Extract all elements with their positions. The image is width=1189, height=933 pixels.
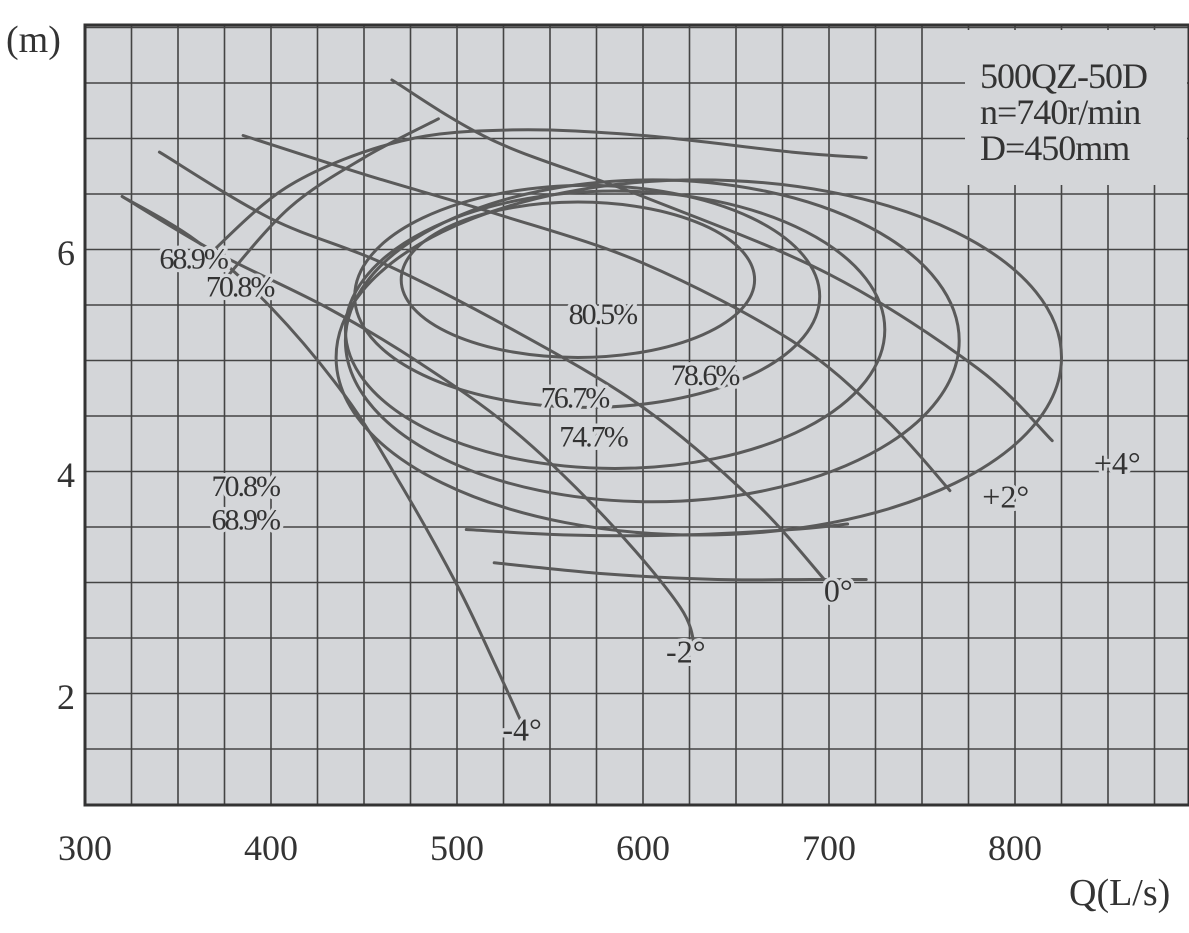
axis-ticks: 300 400 500 600 700 800 2 4 6 (57, 233, 1042, 868)
pump-speed: n=740r/min (980, 92, 1141, 132)
blade-angle-label: -2° (666, 634, 705, 670)
blade-angle-label: +4° (1094, 445, 1141, 481)
blade-angle-label: +2° (982, 478, 1029, 514)
blade-angle-curve (120, 195, 697, 654)
efficiency-branch (492, 561, 868, 582)
info-box (965, 30, 1187, 185)
efficiency-label: 80.5% (569, 298, 638, 331)
x-tick-label: 500 (430, 828, 484, 868)
efficiency-label: 68.9% (159, 243, 228, 276)
efficiency-label: 74.7% (559, 420, 628, 453)
x-tick-label: 400 (244, 828, 298, 868)
efficiency-label: 78.6% (671, 359, 740, 392)
efficiency-contour (399, 200, 757, 359)
blade-angle-curves (120, 78, 1054, 726)
efficiency-label: 68.9% (211, 504, 279, 537)
blade-angle-label: 0° (824, 573, 853, 609)
impeller-diameter: D=450mm (980, 128, 1130, 168)
y-axis-label: (m) (6, 19, 61, 61)
y-tick-label: 6 (57, 233, 75, 273)
efficiency-branches (204, 117, 868, 582)
efficiency-label: 76.7% (541, 381, 610, 414)
x-tick-label: 700 (802, 828, 856, 868)
y-tick-label: 4 (57, 455, 75, 495)
y-tick-label: 2 (57, 677, 75, 717)
x-tick-label: 300 (58, 828, 112, 868)
blade-angle-label: -4° (502, 711, 541, 747)
efficiency-label: 70.8% (206, 270, 275, 303)
pump-model: 500QZ-50D (980, 56, 1147, 96)
grid (85, 25, 1189, 805)
efficiency-label: 70.8% (211, 470, 279, 503)
blade-angle-curve (390, 78, 1054, 443)
blade-angle-curve (241, 134, 952, 493)
curve-labels: 80.5%78.6%76.7%74.7%70.8%68.9%68.9%70.8%… (156, 239, 1144, 751)
blade-angle-curve (157, 150, 831, 587)
efficiency-branch (464, 522, 850, 538)
efficiency-branch (204, 128, 868, 259)
plot-frame (83, 23, 1189, 807)
efficiency-branch (223, 117, 440, 282)
blade-angle-curve (120, 195, 524, 726)
x-tick-label: 800 (988, 828, 1042, 868)
x-tick-label: 600 (616, 828, 670, 868)
x-axis-label: Q(L/s) (1069, 872, 1170, 914)
